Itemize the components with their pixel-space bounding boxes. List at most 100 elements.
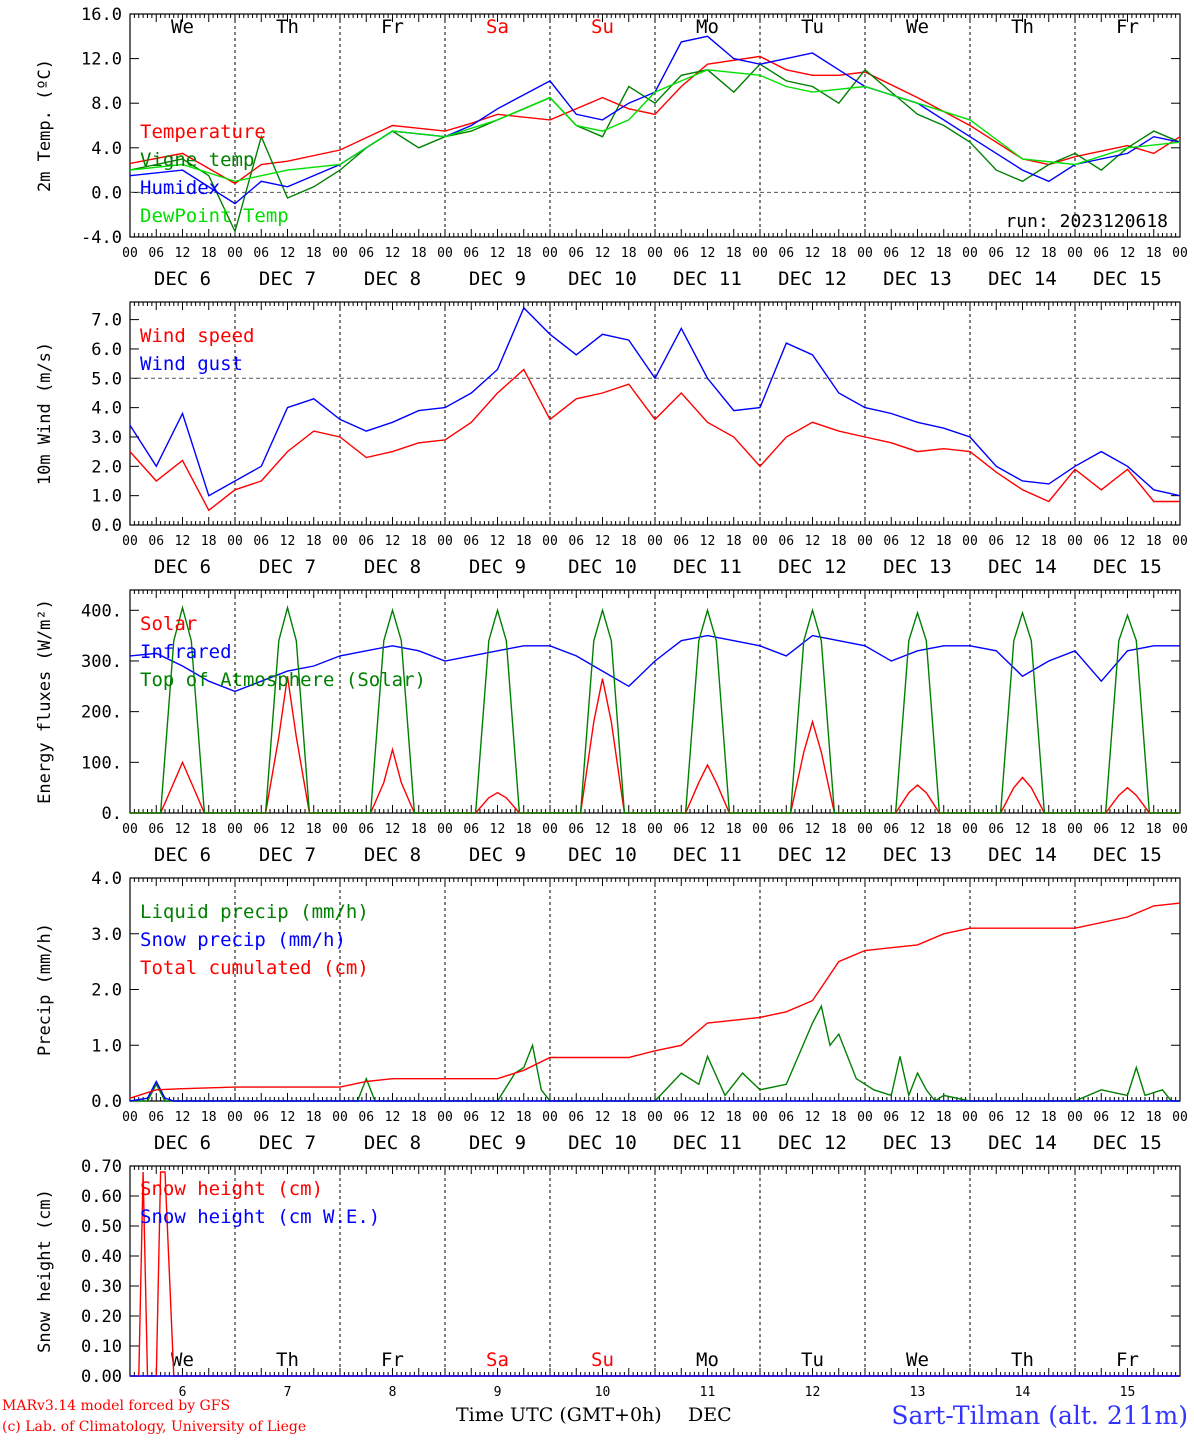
hour-tick-label: 12 (595, 246, 611, 261)
hour-tick-label: 12 (490, 1110, 506, 1125)
hour-tick-label: 18 (516, 246, 532, 261)
weekday-label: Sa (486, 16, 509, 38)
hour-tick-label: 00 (752, 246, 768, 261)
hour-tick-label: 12 (175, 246, 191, 261)
date-label: DEC 8 (364, 268, 421, 290)
hour-tick-label: 18 (411, 1110, 427, 1125)
hour-tick-label: 12 (490, 822, 506, 837)
hour-tick-label: 18 (621, 1110, 637, 1125)
date-label: DEC 12 (778, 1132, 847, 1154)
hour-tick-label: 06 (463, 1110, 479, 1125)
hour-tick-label: 06 (673, 534, 689, 549)
hour-tick-label: 06 (1093, 534, 1109, 549)
y-tick-label: 3.0 (91, 428, 122, 448)
hour-tick-label: 18 (936, 822, 952, 837)
date-label: DEC 6 (154, 268, 211, 290)
panel-frame (129, 13, 1181, 238)
hour-tick-label: 00 (542, 822, 558, 837)
hour-tick-label: 12 (385, 1110, 401, 1125)
hour-tick-label: 06 (568, 246, 584, 261)
hour-tick-label: 06 (253, 246, 269, 261)
hour-tick-label: 00 (437, 534, 453, 549)
hour-tick-label: 00 (647, 534, 663, 549)
legend-entry: Wind speed (140, 325, 254, 347)
hour-tick-label: 06 (988, 246, 1004, 261)
hour-tick-label: 12 (175, 822, 191, 837)
y-tick-label: -4.0 (81, 228, 122, 248)
hour-tick-label: 00 (227, 534, 243, 549)
date-label: DEC 10 (568, 556, 637, 578)
day-number-label: 15 (1120, 1385, 1136, 1400)
date-label: DEC 6 (154, 556, 211, 578)
hour-tick-label: 12 (280, 822, 296, 837)
hour-tick-label: 12 (1015, 822, 1031, 837)
day-number-label: 6 (179, 1385, 187, 1400)
hour-tick-label: 06 (463, 534, 479, 549)
day-number-label: 10 (595, 1385, 611, 1400)
hour-tick-label: 18 (1041, 246, 1057, 261)
date-label: DEC 13 (883, 844, 952, 866)
y-axis-label: Precip (mm/h) (35, 923, 55, 1056)
day-number-label: 9 (494, 1385, 502, 1400)
date-label: DEC 13 (883, 268, 952, 290)
hour-tick-label: 06 (1093, 1110, 1109, 1125)
y-tick-label: 8.0 (91, 94, 122, 114)
hour-tick-label: 12 (805, 822, 821, 837)
legend-entry: Total cumulated (cm) (140, 957, 369, 979)
hour-tick-label: 18 (201, 822, 217, 837)
weekday-label: Th (1011, 1349, 1034, 1371)
legend-entry: Infrared (140, 641, 232, 663)
date-label: DEC 10 (568, 844, 637, 866)
date-label: DEC 14 (988, 844, 1057, 866)
y-tick-label: 0.50 (81, 1217, 122, 1237)
weekday-label: We (171, 16, 194, 38)
hour-tick-label: 00 (542, 534, 558, 549)
hour-tick-label: 00 (1067, 534, 1083, 549)
hour-tick-label: 00 (962, 1110, 978, 1125)
hour-tick-label: 18 (516, 822, 532, 837)
legend-entry: Snow height (cm) (140, 1178, 323, 1200)
hour-tick-label: 06 (1093, 246, 1109, 261)
hour-tick-label: 00 (962, 534, 978, 549)
weekday-label: Fr (381, 16, 404, 38)
hour-tick-label: 12 (805, 1110, 821, 1125)
hour-tick-label: 18 (1146, 822, 1162, 837)
model-credit: MARv3.14 model forced by GFS (2, 1398, 231, 1414)
hour-tick-label: 00 (647, 246, 663, 261)
hour-tick-label: 06 (673, 1110, 689, 1125)
y-tick-label: 0.20 (81, 1307, 122, 1327)
legend-entry: Solar (140, 613, 197, 635)
day-number-label: 7 (284, 1385, 292, 1400)
hour-tick-label: 00 (962, 246, 978, 261)
hour-tick-label: 00 (1067, 1110, 1083, 1125)
hour-tick-label: 12 (910, 534, 926, 549)
hour-tick-label: 00 (647, 1110, 663, 1125)
hour-tick-label: 00 (1067, 246, 1083, 261)
y-tick-label: 2.0 (91, 981, 122, 1001)
series-line (129, 902, 1181, 1099)
hour-tick-label: 06 (883, 822, 899, 837)
y-tick-label: 0.10 (81, 1337, 122, 1357)
hour-tick-label: 06 (358, 246, 374, 261)
hour-tick-label: 06 (778, 246, 794, 261)
series-line (129, 63, 1181, 234)
hour-tick-label: 06 (673, 246, 689, 261)
legend-entry: Snow precip (mm/h) (140, 929, 346, 951)
panel-frame (129, 589, 1181, 814)
hour-tick-label: 12 (385, 534, 401, 549)
hour-tick-label: 00 (122, 534, 138, 549)
hour-tick-label: 00 (962, 822, 978, 837)
y-tick-label: 5.0 (91, 369, 122, 389)
date-label: DEC 12 (778, 844, 847, 866)
y-axis-label: Snow height (cm) (35, 1189, 55, 1353)
day-number-label: 11 (700, 1385, 716, 1400)
y-axis-label: 10m Wind (m/s) (35, 342, 55, 485)
hour-tick-label: 00 (227, 1110, 243, 1125)
hour-tick-label: 18 (726, 246, 742, 261)
y-tick-label: 1.0 (91, 1036, 122, 1056)
y-tick-label: 0. (102, 804, 122, 824)
weekday-label: Th (1011, 16, 1034, 38)
y-tick-label: 16.0 (81, 5, 122, 25)
hour-tick-label: 06 (148, 1110, 164, 1125)
weekday-label: Mo (696, 1349, 719, 1371)
